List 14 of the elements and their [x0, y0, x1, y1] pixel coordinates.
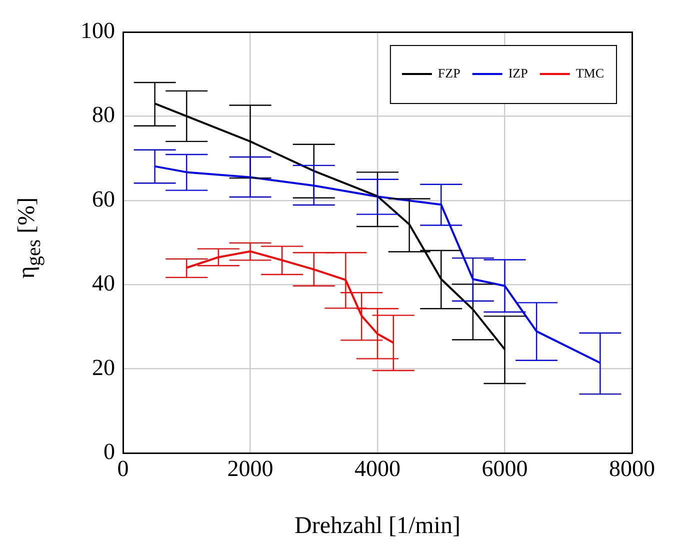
legend-label: FZP — [438, 65, 460, 80]
legend-label: TMC — [576, 65, 604, 80]
x-tick-label: 4000 — [354, 456, 400, 481]
y-tick-label: 100 — [80, 18, 115, 44]
y-tick-label: 60 — [92, 186, 115, 212]
y-tick-label: 20 — [92, 354, 115, 380]
x-tick-label: 2000 — [227, 456, 274, 481]
x-tick-label: 6000 — [482, 456, 528, 481]
x-tick-label: 8000 — [609, 456, 655, 481]
legend-label: IZP — [508, 65, 528, 80]
y-tick-label: 40 — [92, 270, 115, 296]
y-tick-label: 0 — [104, 439, 115, 464]
y-tick-label: 80 — [92, 102, 115, 128]
x-axis-title: Drehzahl [1/min] — [294, 512, 460, 539]
